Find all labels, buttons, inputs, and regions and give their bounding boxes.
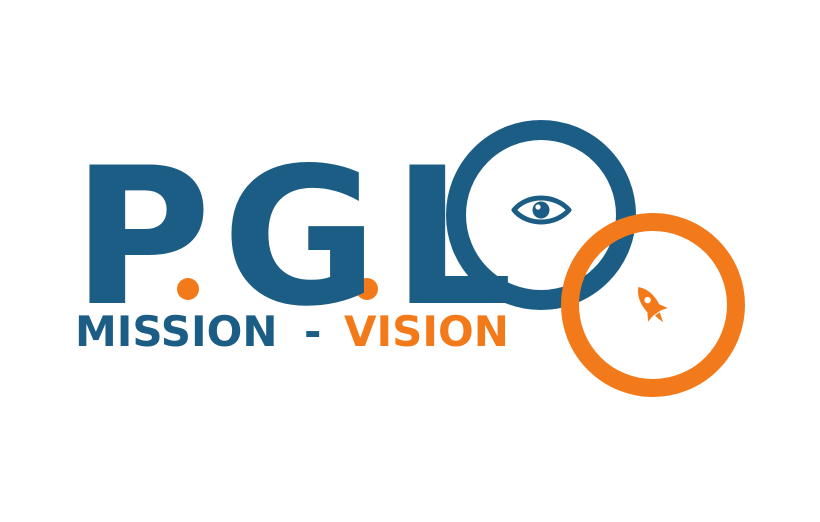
tagline-mission: MISSION bbox=[75, 307, 278, 356]
eye-icon bbox=[511, 195, 572, 225]
logo-dot-1 bbox=[177, 278, 199, 300]
logo-orange-ring bbox=[561, 213, 745, 397]
logo-dot-2 bbox=[356, 278, 378, 300]
tagline-separator: - bbox=[304, 307, 321, 356]
logo-letter-g: G bbox=[222, 127, 378, 348]
logo-letter-p: P bbox=[72, 127, 211, 348]
tagline-vision: VISION bbox=[344, 307, 509, 356]
rocket-icon bbox=[638, 286, 668, 323]
logo-blue-ring bbox=[446, 120, 636, 310]
